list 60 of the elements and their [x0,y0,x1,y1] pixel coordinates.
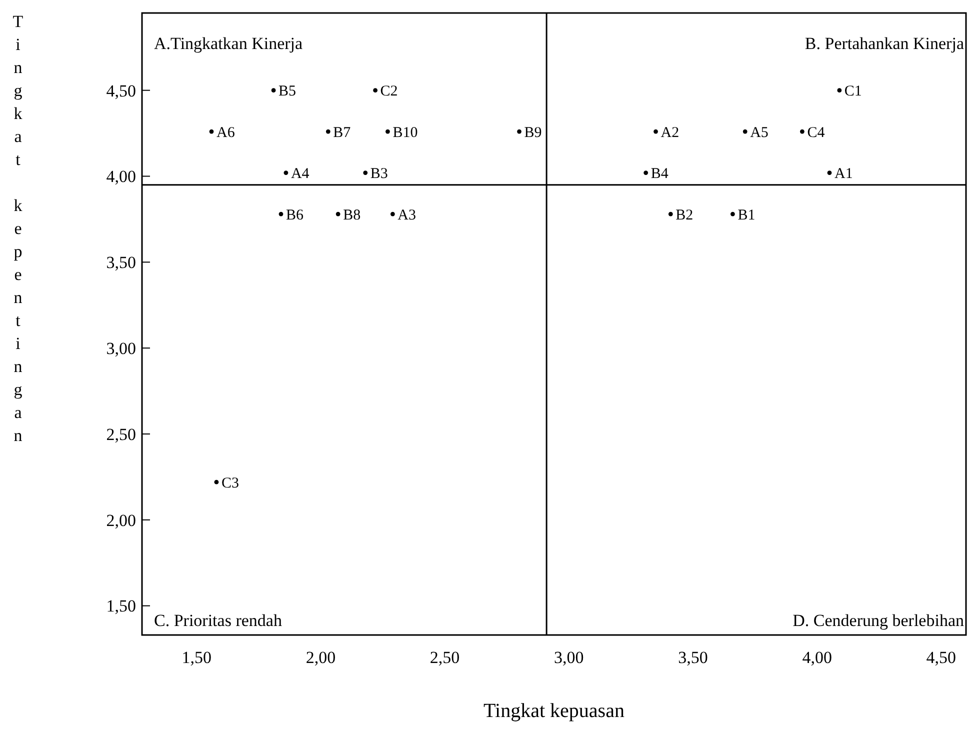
point [386,129,390,134]
annotation: C4 [807,124,826,141]
annotation: B3 [370,166,388,182]
annotation: B4 [650,166,669,182]
point [800,129,804,134]
annotation: C. Prioritas rendah [154,611,282,630]
x-tick-label: 1,50 [182,648,212,667]
annotation: D. Cenderung berlebihan [792,611,964,630]
point [668,212,673,216]
point [837,88,842,93]
annotation: B10 [392,124,418,141]
point [284,170,288,175]
x-tick-label: 2,00 [306,648,336,667]
y-axis-title: Tingkat kepentingan [8,12,28,449]
annotation: A3 [398,207,416,224]
annotation: C2 [380,84,398,100]
point [336,212,340,216]
y-tick-label: 2,50 [106,424,136,444]
y-tick-label: 1,50 [106,596,136,616]
annotation: A5 [750,124,768,141]
annotation: C3 [221,475,239,492]
annotation: A1 [834,166,853,182]
point [326,129,330,134]
annotation: A6 [216,124,236,141]
y-tick-label: 4,00 [106,167,136,186]
x-tick-label: 3,00 [554,648,584,667]
annotation: A4 [290,166,310,182]
point [373,88,378,93]
point [654,129,658,134]
annotation: B5 [278,84,296,100]
annotation: A2 [660,124,680,141]
y-tick-label: 3,00 [106,339,136,358]
annotation: C1 [844,84,862,100]
x-axis-title: Tingkat kepuasan [484,700,624,722]
x-tick-label: 4,00 [802,648,832,667]
annotation: B1 [738,207,756,224]
point [390,212,395,216]
annotation: B. Pertahankan Kinerja [804,34,964,53]
point [209,129,214,134]
point [271,88,276,93]
annotation: B9 [524,124,542,141]
y-tick-label: 3,50 [106,253,136,272]
y-tick-label: 4,50 [106,81,136,100]
x-tick-label: 2,50 [430,648,460,667]
point [278,212,284,216]
annotation: B2 [676,207,694,224]
point [517,129,522,134]
point [214,480,219,484]
x-tick-label: 4,50 [926,648,956,667]
point [730,212,735,216]
annotation: B6 [286,207,304,224]
point [363,170,368,175]
x-tick-label: 3,50 [678,648,708,667]
y-tick-label: 2,00 [106,510,136,530]
point [644,170,648,175]
annotation: B8 [343,207,361,224]
annotation: B7 [333,124,352,141]
annotation: A.Tingkatkan Kinerja [154,34,304,53]
point [827,170,832,175]
point [742,129,748,134]
